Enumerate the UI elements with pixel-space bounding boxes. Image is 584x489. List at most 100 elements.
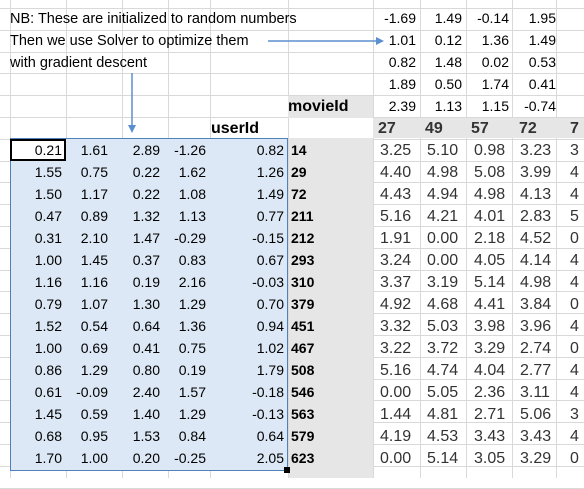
prediction-cell[interactable]: 0 (570, 340, 579, 357)
user-factor-cell[interactable]: 0.84 (178, 428, 206, 444)
user-factor-cell[interactable]: 0.89 (80, 208, 108, 224)
movie-factor-cell[interactable]: 0.53 (528, 54, 556, 70)
movie-factor-cell[interactable]: 0.12 (434, 32, 462, 48)
prediction-cell[interactable]: 2.36 (474, 384, 506, 401)
user-factor-cell[interactable]: 0.75 (178, 340, 206, 356)
user-factor-cell[interactable]: 2.16 (178, 274, 206, 290)
user-factor-cell[interactable]: 2.40 (132, 384, 160, 400)
prediction-cell[interactable]: 4.98 (474, 186, 506, 203)
prediction-cell[interactable]: 4.92 (380, 296, 412, 313)
movie-id-header[interactable]: 72 (519, 120, 537, 137)
prediction-cell[interactable]: 4 (570, 428, 579, 445)
prediction-cell[interactable]: 2.83 (520, 208, 552, 225)
user-factor-cell[interactable]: 0.64 (256, 428, 284, 444)
user-factor-cell[interactable]: 1.47 (132, 230, 160, 246)
prediction-cell[interactable]: 5.16 (380, 362, 412, 379)
prediction-cell[interactable]: 5.06 (520, 406, 552, 423)
prediction-cell[interactable]: 0.00 (380, 450, 412, 467)
prediction-cell[interactable]: 0 (570, 296, 579, 313)
user-factor-cell[interactable]: 0.19 (132, 274, 160, 290)
user-factor-cell[interactable]: 0.80 (132, 362, 160, 378)
prediction-cell[interactable]: 0 (570, 450, 579, 467)
user-factor-cell[interactable]: 1.70 (34, 450, 62, 466)
prediction-cell[interactable]: 3.43 (474, 428, 506, 445)
prediction-cell[interactable]: 4.52 (520, 230, 552, 247)
user-factor-cell[interactable]: -0.29 (174, 230, 206, 246)
prediction-cell[interactable]: 3.22 (380, 340, 412, 357)
user-factor-cell[interactable]: 1.00 (80, 450, 108, 466)
movie-factor-cell[interactable]: 1.49 (434, 10, 462, 26)
user-factor-cell[interactable]: 1.61 (80, 142, 108, 158)
movie-factor-cell[interactable]: 1.01 (388, 32, 416, 48)
prediction-cell[interactable]: 5.03 (427, 318, 459, 335)
user-factor-cell[interactable]: 0.69 (80, 340, 108, 356)
user-factor-cell[interactable]: -0.03 (252, 274, 284, 290)
prediction-cell[interactable]: 3.19 (427, 274, 459, 291)
prediction-cell[interactable]: 4.14 (520, 252, 552, 269)
prediction-cell[interactable]: 4.43 (380, 186, 412, 203)
prediction-cell[interactable]: 4 (570, 186, 579, 203)
user-factor-cell[interactable]: 0.22 (132, 186, 160, 202)
user-factor-cell[interactable]: 1.26 (256, 164, 284, 180)
user-id-cell[interactable]: 563 (291, 406, 315, 422)
user-factor-cell[interactable]: 1.52 (34, 318, 62, 334)
prediction-cell[interactable]: 0.98 (474, 142, 506, 159)
active-cell[interactable] (10, 139, 66, 161)
prediction-cell[interactable]: 4.01 (474, 208, 506, 225)
movie-factor-cell[interactable]: 1.74 (481, 76, 509, 92)
prediction-cell[interactable]: 3.24 (380, 252, 412, 269)
prediction-cell[interactable]: 5.16 (380, 208, 412, 225)
user-factor-cell[interactable]: 0.31 (34, 230, 62, 246)
prediction-cell[interactable]: 3.43 (520, 428, 552, 445)
user-factor-cell[interactable]: 0.79 (34, 296, 62, 312)
user-id-cell[interactable]: 379 (291, 296, 315, 312)
user-factor-cell[interactable]: 2.10 (80, 230, 108, 246)
user-factor-cell[interactable]: 0.37 (132, 252, 160, 268)
user-factor-cell[interactable]: 0.68 (34, 428, 62, 444)
prediction-cell[interactable]: 5.05 (427, 384, 459, 401)
user-factor-cell[interactable]: 0.77 (256, 208, 284, 224)
prediction-cell[interactable]: 3.32 (380, 318, 412, 335)
prediction-cell[interactable]: 4 (570, 362, 579, 379)
user-id-cell[interactable]: 29 (291, 164, 307, 180)
user-id-cell[interactable]: 212 (291, 230, 315, 246)
prediction-cell[interactable]: 5.08 (474, 164, 506, 181)
user-factor-cell[interactable]: 0.21 (34, 142, 62, 158)
selected-range[interactable] (10, 138, 288, 471)
user-factor-cell[interactable]: 1.45 (34, 406, 62, 422)
user-factor-cell[interactable]: 0.70 (256, 296, 284, 312)
user-factor-cell[interactable]: 0.54 (80, 318, 108, 334)
movie-factor-cell[interactable]: 1.15 (481, 98, 509, 114)
user-factor-cell[interactable]: -0.13 (252, 406, 284, 422)
movie-factor-cell[interactable]: 0.82 (388, 54, 416, 70)
movie-factor-cell[interactable]: 0.41 (528, 76, 556, 92)
user-factor-cell[interactable]: 1.00 (34, 252, 62, 268)
movie-factor-cell[interactable]: -0.74 (524, 98, 556, 114)
prediction-cell[interactable]: 3.23 (520, 142, 552, 159)
user-factor-cell[interactable]: 0.82 (256, 142, 284, 158)
user-id-cell[interactable]: 508 (291, 362, 315, 378)
user-factor-cell[interactable]: 1.16 (34, 274, 62, 290)
movie-id-header[interactable]: 49 (425, 120, 443, 137)
user-factor-cell[interactable]: 2.89 (132, 142, 160, 158)
prediction-cell[interactable]: 4.81 (427, 406, 459, 423)
movie-factor-cell[interactable]: -1.69 (384, 10, 416, 26)
prediction-cell[interactable]: 4.13 (520, 186, 552, 203)
user-id-cell[interactable]: 579 (291, 428, 315, 444)
user-factor-cell[interactable]: 0.61 (34, 384, 62, 400)
movie-factor-cell[interactable]: 1.13 (434, 98, 462, 114)
prediction-cell[interactable]: 3.98 (474, 318, 506, 335)
user-factor-cell[interactable]: -0.18 (252, 384, 284, 400)
user-factor-cell[interactable]: -0.09 (76, 384, 108, 400)
prediction-cell[interactable]: 4 (570, 164, 579, 181)
user-id-cell[interactable]: 14 (291, 142, 307, 158)
prediction-cell[interactable]: 3.84 (520, 296, 552, 313)
user-factor-cell[interactable]: 0.64 (132, 318, 160, 334)
user-factor-cell[interactable]: 1.29 (178, 296, 206, 312)
prediction-cell[interactable]: 3.29 (520, 450, 552, 467)
prediction-cell[interactable]: 2.77 (520, 362, 552, 379)
user-factor-cell[interactable]: 2.05 (256, 450, 284, 466)
prediction-cell[interactable]: 4.68 (427, 296, 459, 313)
user-factor-cell[interactable]: 1.16 (80, 274, 108, 290)
prediction-cell[interactable]: 4 (570, 384, 579, 401)
